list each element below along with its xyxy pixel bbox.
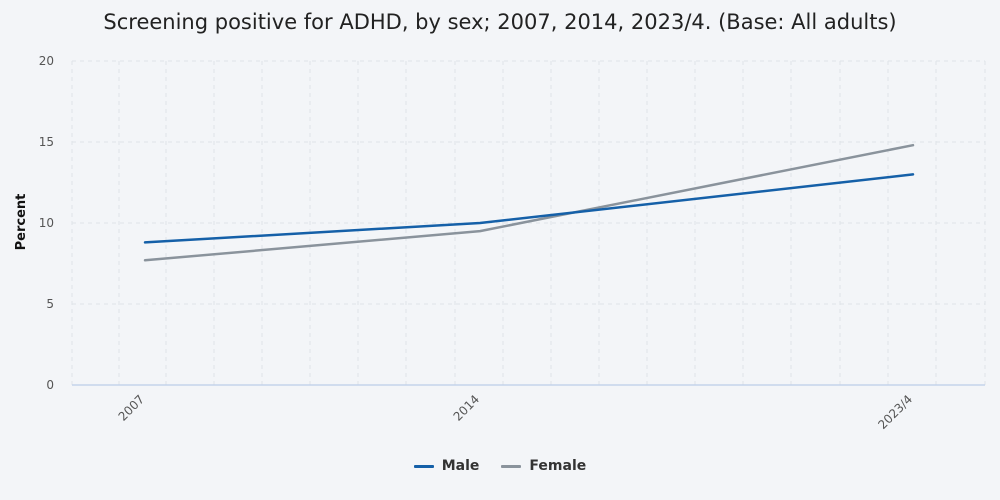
y-tick-label: 20 (39, 54, 54, 68)
grid (71, 60, 986, 385)
y-axis-label: Percent (14, 194, 29, 251)
x-tick-labels: 2007 2014 2023/4 (116, 392, 915, 432)
x-tick-label: 2014 (451, 392, 482, 423)
legend-item-male[interactable]: Male (413, 458, 480, 474)
legend-label: Male (441, 458, 480, 474)
chart-title: Screening positive for ADHD, by sex; 200… (103, 10, 897, 34)
x-tick-label: 2007 (116, 392, 147, 423)
y-tick-label: 10 (39, 216, 54, 230)
y-tick-labels: 0 5 10 15 20 (39, 54, 54, 392)
legend: Male Female (0, 458, 1000, 474)
series-line-female[interactable] (143, 143, 915, 262)
legend-item-female[interactable]: Female (501, 458, 586, 474)
series-line-male[interactable] (143, 173, 915, 244)
series-lines (143, 143, 915, 262)
y-tick-label: 15 (39, 135, 54, 149)
y-tick-label: 0 (46, 378, 54, 392)
legend-swatch (413, 464, 434, 468)
legend-swatch (501, 464, 522, 468)
y-tick-label: 5 (46, 297, 54, 311)
legend-label: Female (529, 458, 587, 474)
x-tick-label: 2023/4 (875, 392, 915, 432)
